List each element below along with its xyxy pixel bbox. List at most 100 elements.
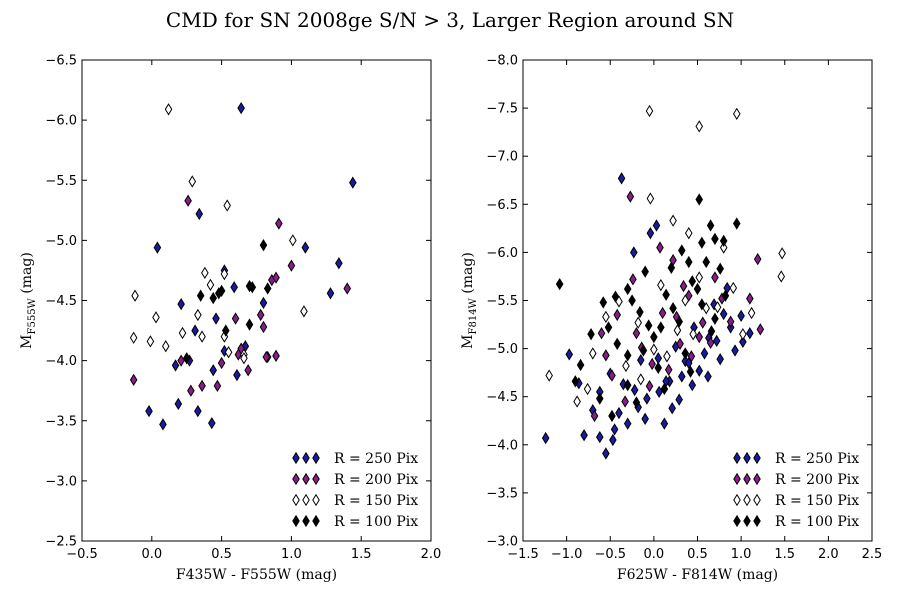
data-point: [686, 365, 695, 378]
data-point: [272, 271, 280, 284]
x-tick-label: −0.5: [594, 547, 626, 562]
y-tick-label: −5.5: [45, 174, 77, 189]
figure-title: CMD for SN 2008ge S/N > 3, Larger Region…: [166, 8, 734, 32]
y-tick-label: −8.0: [486, 54, 518, 69]
data-point: [164, 103, 173, 116]
data-point: [643, 392, 651, 405]
y-tick-label: −7.0: [486, 150, 518, 165]
x-tick-label: 2.5: [862, 547, 883, 562]
data-point: [610, 423, 619, 436]
data-point: [673, 324, 682, 337]
legend-marker: [312, 493, 320, 507]
data-point: [195, 207, 204, 221]
data-point: [650, 343, 658, 356]
data-point: [230, 281, 238, 294]
x-tick-label: 1.0: [281, 547, 302, 562]
x-tick-label: −1.5: [507, 547, 539, 562]
y-axis-label: MF555W (mag): [19, 252, 38, 349]
data-point: [231, 312, 240, 325]
data-point: [589, 347, 597, 360]
data-point: [632, 396, 641, 409]
data-point: [576, 358, 585, 372]
data-point: [262, 350, 271, 364]
data-point: [654, 361, 663, 374]
legend-marker: [312, 451, 320, 465]
series-r-250-pix: [145, 101, 357, 431]
data-point: [630, 246, 638, 259]
data-point: [646, 227, 655, 240]
data-point: [595, 430, 604, 444]
legend-marker: [753, 514, 761, 528]
data-point: [326, 287, 335, 300]
data-point: [644, 319, 653, 332]
data-point: [689, 328, 697, 341]
x-tick-label: 0.0: [141, 547, 162, 562]
data-point: [645, 379, 654, 393]
legend-marker: [753, 451, 761, 465]
y-tick-label: −5.0: [486, 342, 518, 357]
scatter-points: [541, 104, 786, 460]
y-tick-label: −5.5: [486, 294, 518, 309]
data-point: [732, 217, 741, 230]
data-point: [648, 357, 656, 371]
data-point: [602, 310, 610, 324]
data-point: [608, 409, 616, 423]
data-point: [756, 323, 765, 336]
data-point: [684, 255, 693, 269]
data-point: [669, 214, 677, 227]
data-point: [617, 172, 626, 185]
data-point: [217, 284, 226, 298]
data-point: [223, 199, 231, 212]
data-point: [676, 337, 684, 350]
data-point: [159, 418, 167, 431]
legend-item: R = 100 Pix: [292, 514, 418, 530]
data-point: [702, 255, 711, 269]
x-tick-label: 2.0: [421, 547, 442, 562]
series-r-100-pix: [555, 193, 741, 423]
data-point: [695, 271, 704, 284]
data-point: [716, 262, 724, 275]
data-point: [693, 282, 702, 296]
data-point: [655, 385, 663, 399]
data-point: [678, 370, 686, 383]
y-tick-label: −6.5: [486, 198, 518, 213]
data-point: [182, 352, 191, 365]
data-point: [194, 404, 202, 418]
data-point: [739, 335, 747, 349]
data-point: [595, 392, 604, 405]
data-point: [209, 291, 218, 305]
data-point: [700, 347, 709, 360]
data-point: [688, 275, 697, 288]
right-panel-cmd-f625w-f814w: −1.5 −1.0 −0.5 0.0 0.5 1.0 1.5 2.0 2.5 −8.0 −7.5 −7…: [460, 54, 882, 584]
data-point: [571, 375, 580, 388]
data-point: [726, 315, 735, 328]
data-point: [187, 384, 195, 397]
legend-item: R = 150 Pix: [292, 493, 418, 509]
legend-label: R = 200 Pix: [775, 472, 859, 488]
legend-marker: [292, 472, 300, 486]
y-tick-label: −6.0: [45, 114, 77, 129]
data-point: [628, 294, 636, 307]
data-point: [194, 308, 202, 322]
y-axis-label-main: M: [460, 334, 476, 348]
data-point: [145, 404, 153, 418]
data-point: [198, 330, 206, 343]
data-point: [201, 266, 209, 279]
data-point: [599, 296, 608, 309]
data-point: [220, 344, 229, 358]
data-point: [663, 350, 671, 363]
data-point: [721, 289, 730, 302]
legend-item: R = 200 Pix: [292, 472, 418, 488]
x-tick-label: 1.5: [351, 547, 372, 562]
data-point: [712, 334, 721, 348]
legend: R = 250 Pix R = 200 Pix R = 150 Pix R = 100…: [292, 451, 418, 530]
data-point: [621, 395, 629, 408]
data-point: [240, 352, 248, 365]
data-point: [698, 298, 706, 311]
y-tick-label: −4.0: [486, 438, 518, 453]
data-point: [678, 244, 686, 257]
legend-marker: [743, 472, 751, 486]
legend: R = 250 Pix R = 200 Pix R = 150 Pix R = 100…: [733, 451, 859, 530]
data-point: [698, 316, 707, 329]
